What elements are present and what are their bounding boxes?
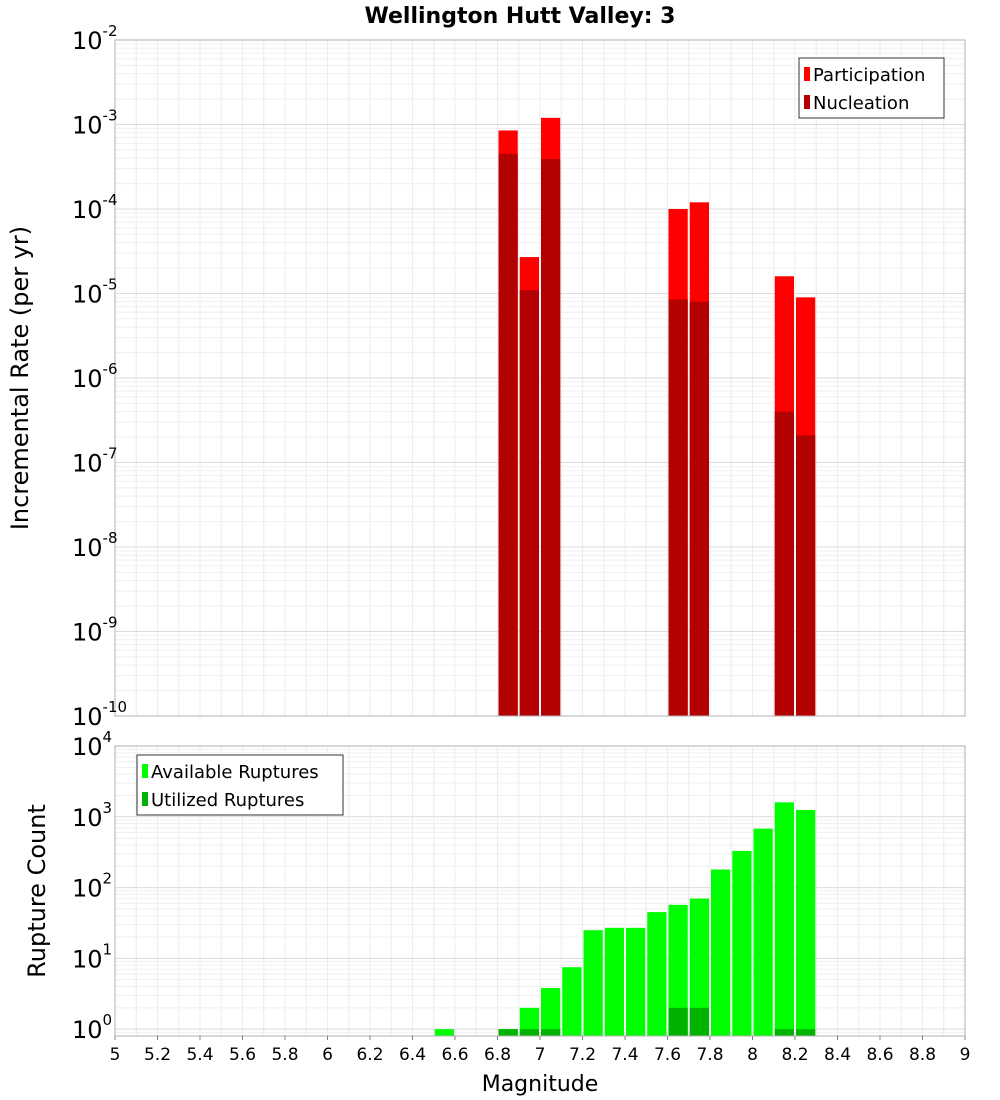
chart2-legend-label-utilized-ruptures: Utilized Ruptures bbox=[151, 790, 304, 811]
chart1-ytick-label: 10-3 bbox=[72, 107, 118, 140]
chart1-legend-label-nucleation: Nucleation bbox=[813, 93, 909, 114]
chart2-xtick-label: 5.2 bbox=[144, 1045, 171, 1065]
chart2-xtick-label: 6.6 bbox=[441, 1045, 468, 1065]
chart1-frame bbox=[114, 39, 966, 717]
chart2-xtick-label: 5 bbox=[110, 1045, 121, 1065]
chart2-xtick-label: 9 bbox=[960, 1045, 971, 1065]
chart2-bar-available-ruptures bbox=[541, 988, 561, 1036]
chart2-legend-label-available-ruptures: Available Ruptures bbox=[151, 762, 319, 783]
chart2-bar-utilized-ruptures bbox=[541, 1029, 561, 1036]
chart2-bar-utilized-ruptures bbox=[689, 1007, 709, 1036]
chart1-ytick-label: 10-8 bbox=[72, 529, 118, 562]
chart2-xtick-label: 6.8 bbox=[484, 1045, 511, 1065]
chart2-xtick-label: 8.8 bbox=[909, 1045, 936, 1065]
chart2-bar-available-ruptures bbox=[604, 927, 624, 1036]
chart1-legend-label-participation: Participation bbox=[813, 65, 925, 86]
chart1-bar-nucleation bbox=[689, 301, 709, 716]
chart2-xtick-label: 8.2 bbox=[781, 1045, 808, 1065]
chart1-ytick-label: 10-2 bbox=[72, 22, 118, 55]
chart1-grid bbox=[114, 39, 966, 717]
chart1-legend: Participation Nucleation bbox=[798, 57, 945, 119]
chart2-legend-swatch-available-ruptures bbox=[142, 764, 148, 778]
chart2-bar-available-ruptures bbox=[796, 809, 816, 1036]
chart2-grid bbox=[114, 745, 966, 1037]
chart2-xtick-label: 8.6 bbox=[866, 1045, 893, 1065]
chart2-bar-utilized-ruptures bbox=[519, 1029, 539, 1036]
chart2-xtick-label: 5.8 bbox=[271, 1045, 298, 1065]
chart2-bar-available-ruptures bbox=[519, 1007, 539, 1036]
chart1-bar-nucleation bbox=[774, 411, 794, 716]
chart2-xtick-label: 7.8 bbox=[696, 1045, 723, 1065]
chart2-bar-available-ruptures bbox=[626, 927, 646, 1036]
panel-participation-nucleation: 10-10 10-9 10-8 10-7 10-6 10-5 10-4 10-3 10-2 Inc… bbox=[6, 22, 966, 731]
chart2-xlabel: Magnitude bbox=[482, 1072, 599, 1097]
chart2-ytick-label: 100 bbox=[72, 1011, 112, 1044]
chart2-bar-available-ruptures bbox=[711, 869, 731, 1036]
chart2-bar-available-ruptures bbox=[774, 802, 794, 1036]
chart1-bar-nucleation bbox=[519, 290, 539, 716]
chart2-bar-available-ruptures bbox=[562, 967, 582, 1036]
chart2-bar-available-ruptures bbox=[689, 898, 709, 1036]
chart2-xtick-label: 6.2 bbox=[356, 1045, 383, 1065]
chart1-ytick-label: 10-10 bbox=[72, 698, 127, 731]
chart2-bar-available-ruptures bbox=[434, 1029, 454, 1036]
chart2-bar-available-ruptures bbox=[647, 912, 667, 1036]
chart2-ylabel: Rupture Count bbox=[23, 804, 51, 978]
chart2-bar-available-ruptures bbox=[732, 850, 752, 1036]
panel-rupture-count: 100 101 102 103 104 5 5.2 5.4 5.6 5.8 6 6.2 6.4 6.6 6.… bbox=[23, 728, 970, 1097]
chart1-ylabel: Incremental Rate (per yr) bbox=[6, 226, 34, 530]
chart2-ytick-label: 101 bbox=[72, 940, 112, 973]
chart2-series-utilized-ruptures bbox=[498, 1007, 816, 1036]
chart2-ytick-label: 102 bbox=[72, 870, 112, 903]
chart1-bar-nucleation bbox=[498, 153, 518, 717]
chart2-ytick-label: 103 bbox=[72, 799, 112, 832]
chart2-xtick-label: 5.6 bbox=[229, 1045, 256, 1065]
chart1-ytick-label: 10-4 bbox=[72, 191, 118, 224]
chart1-bar-nucleation bbox=[668, 299, 688, 716]
chart1-legend-box bbox=[798, 57, 945, 119]
chart2-bar-available-ruptures bbox=[753, 828, 773, 1036]
chart2-xtick-label: 7 bbox=[535, 1045, 546, 1065]
chart2-legend-box bbox=[136, 754, 344, 816]
chart2-xtick-label: 6.4 bbox=[399, 1045, 426, 1065]
chart2-bar-available-ruptures bbox=[583, 930, 603, 1036]
chart1-ytick-label: 10-5 bbox=[72, 276, 118, 309]
chart2-xtick-label: 7.4 bbox=[611, 1045, 638, 1065]
chart2-bar-utilized-ruptures bbox=[668, 1007, 688, 1036]
chart2-bar-utilized-ruptures bbox=[498, 1029, 518, 1036]
chart2-bar-available-ruptures bbox=[668, 904, 688, 1036]
chart-title: Wellington Hutt Valley: 3 bbox=[365, 4, 676, 29]
chart2-bar-utilized-ruptures bbox=[774, 1029, 794, 1036]
chart1-series-nucleation bbox=[498, 153, 816, 717]
chart2-xtick-label: 6 bbox=[322, 1045, 333, 1065]
chart2-xtick-label: 8 bbox=[747, 1045, 758, 1065]
chart2-bar-utilized-ruptures bbox=[796, 1029, 816, 1036]
chart1-legend-swatch-participation bbox=[804, 67, 810, 81]
chart1-bar-nucleation bbox=[541, 159, 561, 716]
chart2-series-available-ruptures bbox=[434, 802, 816, 1036]
chart2-legend-swatch-utilized-ruptures bbox=[142, 792, 148, 806]
chart1-ytick-label: 10-9 bbox=[72, 614, 118, 647]
chart2-xtick-label: 7.6 bbox=[654, 1045, 681, 1065]
chart1-bar-nucleation bbox=[796, 435, 816, 716]
chart2-xtick-label: 5.4 bbox=[186, 1045, 213, 1065]
chart1-legend-swatch-nucleation bbox=[804, 95, 810, 109]
chart1-ytick-label: 10-7 bbox=[72, 445, 118, 478]
chart2-ytick-label: 104 bbox=[72, 728, 112, 761]
chart2-legend: Available Ruptures Utilized Ruptures bbox=[136, 754, 344, 816]
chart2-xtick-label: 8.4 bbox=[824, 1045, 851, 1065]
chart2-xtick-label: 7.2 bbox=[569, 1045, 596, 1065]
chart1-ytick-label: 10-6 bbox=[72, 360, 118, 393]
